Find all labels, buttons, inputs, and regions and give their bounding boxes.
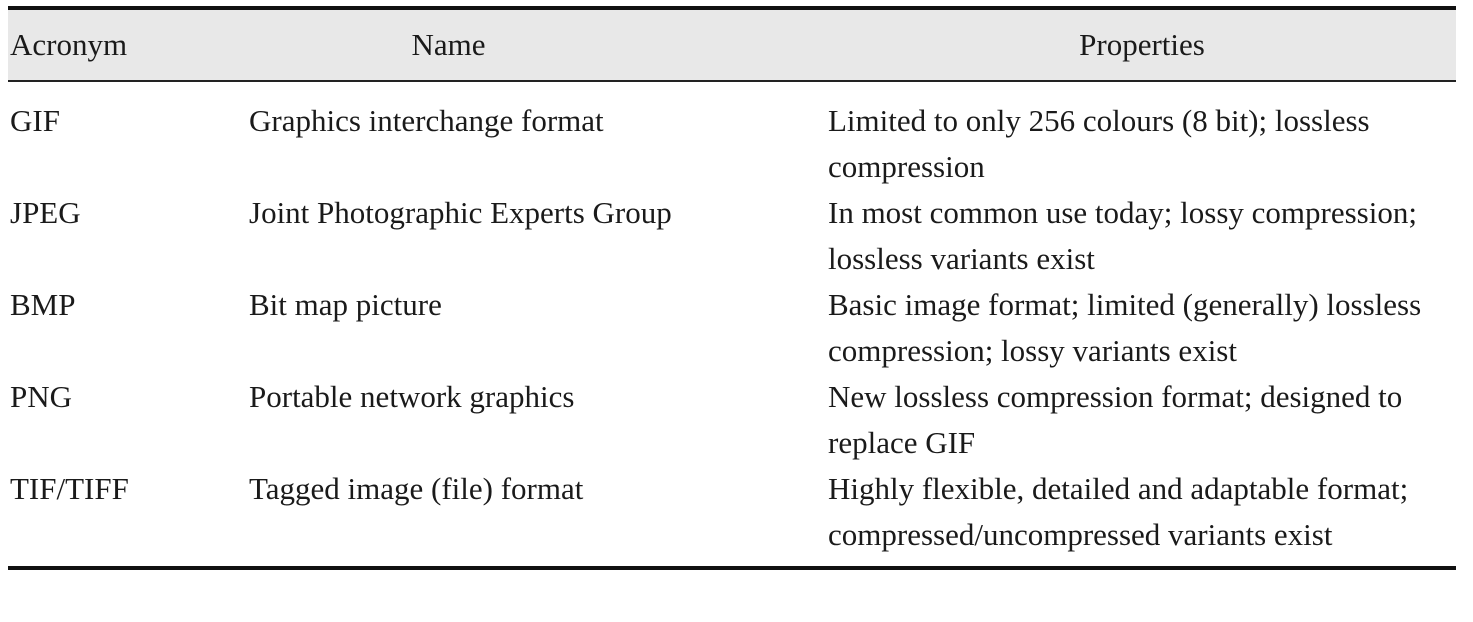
cell-acronym: GIF bbox=[10, 103, 60, 138]
cell-properties: Basic image format; limited (generally) … bbox=[828, 287, 1422, 368]
cell-name: Joint Photographic Experts Group bbox=[249, 195, 672, 230]
cell-name: Graphics interchange format bbox=[249, 103, 604, 138]
table-row: BMP Bit map picture Basic image format; … bbox=[8, 282, 1456, 374]
cell-properties: Limited to only 256 colours (8 bit); los… bbox=[828, 103, 1370, 184]
cell-acronym: TIF/TIFF bbox=[10, 471, 129, 506]
table-header-row: Acronym Name Properties bbox=[8, 10, 1456, 82]
header-acronym: Acronym bbox=[10, 27, 128, 62]
table-row: PNG Portable network graphics New lossle… bbox=[8, 374, 1456, 466]
header-name: Name bbox=[411, 27, 486, 62]
table-body: GIF Graphics interchange format Limited … bbox=[8, 82, 1456, 566]
table-top-rule bbox=[8, 6, 1456, 10]
image-formats-table: Acronym Name Properties GIF Graphics int… bbox=[8, 6, 1456, 570]
cell-acronym: JPEG bbox=[10, 195, 81, 230]
table-bottom-rule bbox=[8, 566, 1456, 570]
table-row: GIF Graphics interchange format Limited … bbox=[8, 98, 1456, 190]
header-properties: Properties bbox=[1079, 27, 1205, 62]
cell-properties: New lossless compression format; designe… bbox=[828, 379, 1403, 460]
cell-name: Portable network graphics bbox=[249, 379, 575, 414]
table-row: JPEG Joint Photographic Experts Group In… bbox=[8, 190, 1456, 282]
cell-acronym: PNG bbox=[10, 379, 73, 414]
cell-name: Bit map picture bbox=[249, 287, 442, 322]
cell-acronym: BMP bbox=[10, 287, 76, 322]
cell-name: Tagged image (file) format bbox=[249, 471, 584, 506]
table-row: TIF/TIFF Tagged image (file) format High… bbox=[8, 466, 1456, 558]
cell-properties: In most common use today; lossy compress… bbox=[828, 195, 1417, 276]
cell-properties: Highly flexible, detailed and adaptable … bbox=[828, 471, 1409, 552]
